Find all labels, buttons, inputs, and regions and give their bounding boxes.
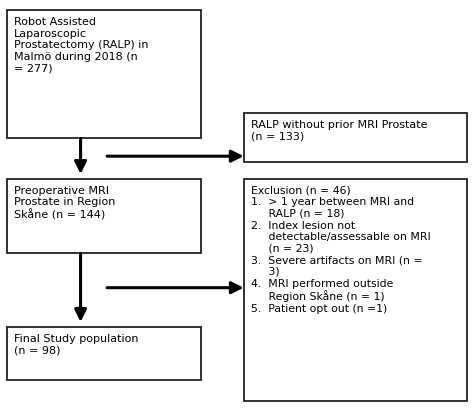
FancyBboxPatch shape [244,179,467,401]
FancyBboxPatch shape [7,179,201,253]
Text: Exclusion (n = 46)
1.  > 1 year between MRI and
     RALP (n = 18)
2.  Index les: Exclusion (n = 46) 1. > 1 year between M… [251,186,431,314]
FancyBboxPatch shape [244,113,467,162]
Text: Final Study population
(n = 98): Final Study population (n = 98) [14,334,139,356]
Text: Robot Assisted
Laparoscopic
Prostatectomy (RALP) in
Malmö during 2018 (n
= 277): Robot Assisted Laparoscopic Prostatectom… [14,17,149,74]
Text: RALP without prior MRI Prostate
(n = 133): RALP without prior MRI Prostate (n = 133… [251,120,428,142]
FancyBboxPatch shape [7,327,201,380]
Text: Preoperative MRI
Prostate in Region
Skåne (n = 144): Preoperative MRI Prostate in Region Skån… [14,186,116,221]
FancyBboxPatch shape [7,10,201,138]
